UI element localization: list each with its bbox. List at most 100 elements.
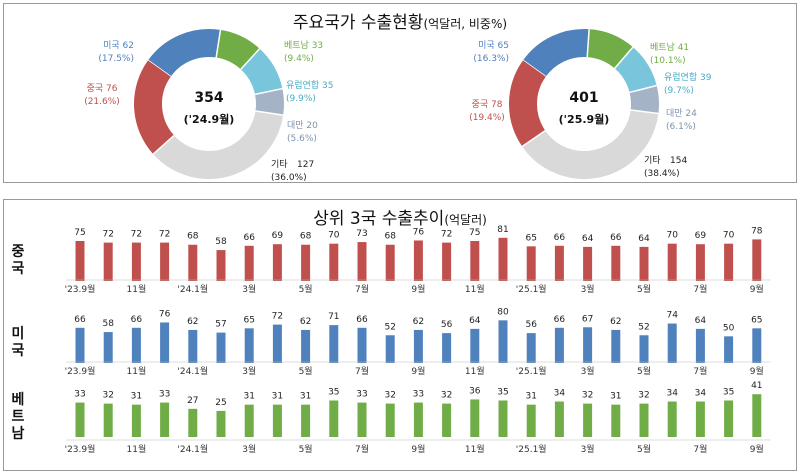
bar [413, 402, 423, 437]
x-tick-label: 7월 [693, 283, 707, 295]
slice-label-name-value: 중국 76 [87, 83, 118, 94]
bar [442, 403, 452, 437]
data-label: 56 [525, 320, 537, 330]
svg-text:베: 베 [12, 392, 25, 408]
slice-label-name-value: 유럽연합 39 [664, 72, 712, 83]
data-label: 64 [582, 234, 594, 244]
data-label: 32 [384, 391, 395, 401]
bar [667, 401, 677, 437]
bar [611, 245, 621, 281]
x-tick-label: 5월 [637, 443, 651, 455]
data-label: 50 [723, 323, 735, 333]
x-tick-label: 9월 [411, 443, 425, 455]
slice-separator [522, 59, 547, 78]
data-label: 33 [159, 390, 170, 400]
bar [272, 244, 282, 281]
data-label: 72 [272, 312, 283, 322]
data-label: 31 [525, 392, 536, 402]
slice-usa [522, 29, 590, 78]
slice-separator [630, 109, 659, 115]
slice-label-value: 154 [670, 156, 687, 166]
x-tick-label: 3월 [581, 283, 595, 295]
bar [244, 328, 254, 363]
data-label: 80 [497, 307, 509, 317]
data-label: 62 [300, 317, 311, 327]
data-label: 70 [666, 231, 678, 241]
bar [724, 243, 734, 281]
data-label: 70 [723, 231, 735, 241]
data-label: 73 [356, 229, 367, 239]
slice-label-share: (6.1%) [666, 122, 696, 132]
data-label: 64 [695, 316, 707, 326]
bar-chart-2: 미국 66 58 66 76 62 57 65 72 62 71 66 52 62 56 64 80 56 66 67… [12, 307, 771, 377]
data-label: 66 [554, 315, 566, 325]
bar [554, 245, 564, 281]
slice-label-share: (21.6%) [84, 97, 120, 107]
data-label: 75 [74, 228, 85, 238]
bar [272, 324, 282, 363]
bar [498, 400, 508, 437]
data-label: 67 [582, 314, 593, 324]
bar [695, 401, 705, 437]
slice-label-taiwan: 대만 20 (5.6%) [287, 120, 318, 144]
bar [301, 244, 311, 281]
slice-eu [614, 47, 657, 94]
bar [752, 239, 762, 281]
data-label: 33 [413, 390, 424, 400]
data-label: 66 [243, 233, 255, 243]
slice-label-share: (9.7%) [664, 86, 694, 96]
x-tick-label: 11월 [465, 365, 485, 377]
x-tick-label: '25.1월 [516, 365, 547, 377]
x-tick-label: 9월 [411, 365, 425, 377]
data-label: 68 [187, 232, 199, 242]
slice-label-share: (5.6%) [287, 134, 317, 144]
slice-label-name-value: 대만 24 [666, 108, 697, 119]
bar [583, 246, 593, 281]
slice-label-china: 중국 76 (21.6%) [84, 83, 120, 107]
bar [639, 246, 649, 281]
slice-label-name: 기타 [271, 159, 288, 170]
slice-label-vietnam: 베트남 33 (9.4%) [284, 40, 323, 64]
slice-label-value: 127 [297, 160, 314, 170]
bar [244, 245, 254, 281]
slice-label-vietnam: 베트남 41 (10.1%) [650, 42, 689, 66]
x-tick-label: 7월 [355, 283, 369, 295]
top-panel: 주요국가 수출현황(억달러, 비중%) 354 ('24.9월) 미국 62 (17.… [3, 3, 797, 183]
data-label: 35 [723, 387, 734, 397]
data-label: 68 [300, 232, 312, 242]
bar [103, 403, 113, 437]
bar [724, 400, 734, 437]
slice-taiwan [629, 85, 659, 114]
slice-vietnam [586, 29, 633, 69]
x-tick-label: 9월 [750, 283, 764, 295]
slice-other [153, 110, 284, 179]
svg-text:미: 미 [12, 326, 25, 342]
slice-separator [147, 59, 172, 78]
x-tick-label: '24.1월 [177, 443, 208, 455]
top-title: 주요국가 수출현황(억달러, 비중%) [4, 8, 796, 33]
slice-label-china: 중국 78 (19.4%) [469, 99, 505, 123]
slice-separator [586, 29, 590, 58]
x-tick-label: 5월 [637, 283, 651, 295]
top-title-sub: (억달러, 비중%) [423, 17, 508, 31]
slice-label-share: (9.9%) [286, 94, 316, 104]
slice-label-taiwan: 대만 24 (6.1%) [666, 108, 697, 132]
bar [272, 404, 282, 437]
slice-label-name: 기타 [644, 155, 661, 166]
slice-label-other: 기타 127 (36.0%) [271, 159, 314, 183]
donut-center-label: ('25.9월) [559, 112, 610, 126]
slice-label-name-value: 중국 78 [472, 99, 503, 110]
bar [526, 404, 536, 437]
data-label: 32 [102, 391, 113, 401]
data-label: 34 [554, 389, 566, 399]
x-tick-label: 5월 [299, 443, 313, 455]
data-label: 31 [272, 392, 283, 402]
x-tick-label: 7월 [355, 365, 369, 377]
bar [554, 401, 564, 437]
bar [470, 328, 480, 363]
bar [724, 336, 734, 363]
slice-vietnam [215, 29, 260, 70]
data-label: 31 [243, 392, 254, 402]
data-label: 27 [187, 396, 198, 406]
slice-separator [521, 129, 546, 148]
